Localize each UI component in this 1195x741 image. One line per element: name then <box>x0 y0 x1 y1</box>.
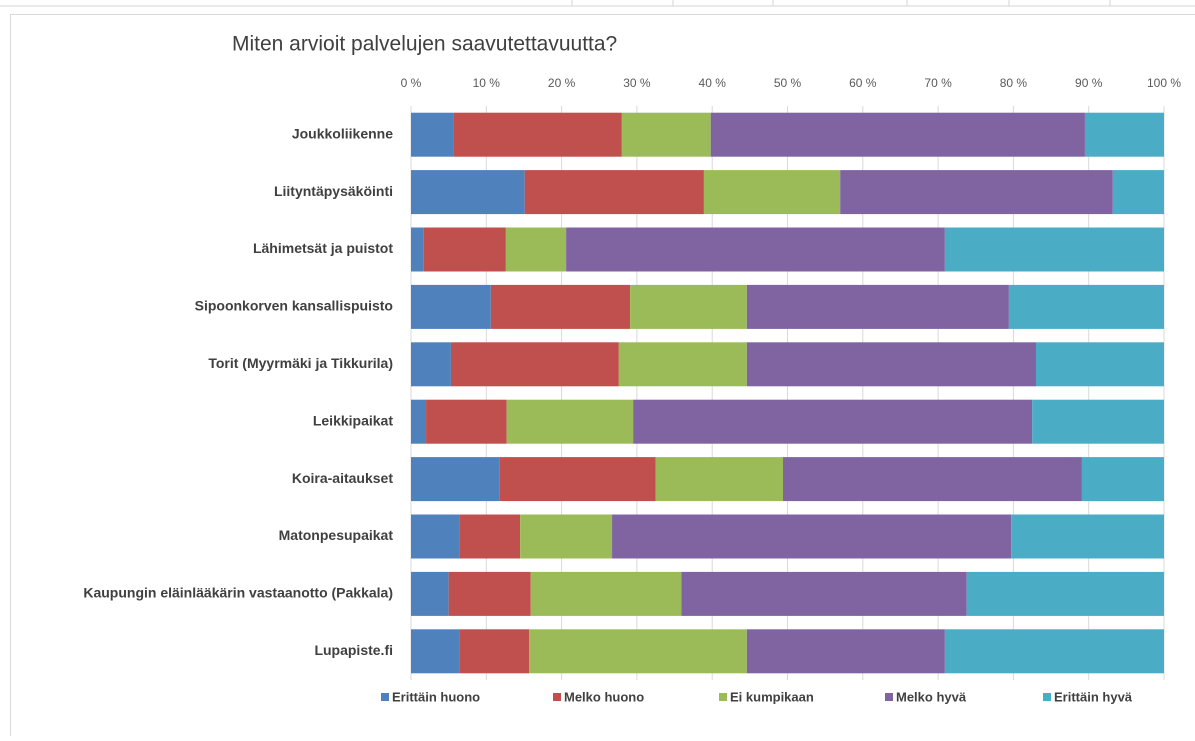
bar-segment <box>449 572 531 616</box>
bar-segment <box>622 113 711 157</box>
bar-segment <box>1009 285 1164 329</box>
bar-segment <box>411 113 454 157</box>
category-label: Koira-aitaukset <box>292 470 393 486</box>
category-label: Leikkipaikat <box>313 412 393 428</box>
bar-segment <box>783 457 1082 501</box>
bar-segment <box>656 457 783 501</box>
x-tick-label: 0 % <box>401 76 422 90</box>
bar-segment <box>426 400 507 444</box>
x-tick-label: 50 % <box>774 76 802 90</box>
legend-swatch <box>381 693 389 701</box>
bar-segment <box>411 515 459 559</box>
bar-segment <box>967 572 1164 616</box>
bar-segment <box>619 342 747 386</box>
bar-segment <box>681 572 966 616</box>
x-tick-label: 70 % <box>924 76 952 90</box>
bar-segment <box>531 572 682 616</box>
category-label: Joukkoliikenne <box>292 125 393 141</box>
x-tick-label: 60 % <box>849 76 877 90</box>
bar-segment <box>566 228 945 272</box>
bar-segment <box>1113 170 1164 214</box>
bar-segment <box>459 629 529 673</box>
legend-swatch <box>719 693 727 701</box>
bar-segment <box>454 113 622 157</box>
bar-segment <box>500 457 656 501</box>
category-label: Sipoonkorven kansallispuisto <box>195 298 393 314</box>
bar-segment <box>411 228 424 272</box>
bar-segment <box>411 457 500 501</box>
bar-segment <box>747 629 945 673</box>
bar-segment <box>529 629 747 673</box>
x-tick-label: 90 % <box>1075 76 1103 90</box>
bar-segment <box>1032 400 1164 444</box>
bar-segment <box>411 170 525 214</box>
legend-label: Erittäin hyvä <box>1054 689 1133 704</box>
bar-segment <box>630 285 747 329</box>
legend-label: Melko huono <box>564 689 644 704</box>
bar-segment <box>945 629 1164 673</box>
bar-segment <box>612 515 1011 559</box>
bar-segment <box>507 400 634 444</box>
bar-segment <box>1036 342 1164 386</box>
legend-label: Erittäin huono <box>392 689 480 704</box>
bar-segment <box>840 170 1113 214</box>
bar-segment <box>1085 113 1164 157</box>
bar-segment <box>411 285 491 329</box>
bar-segment <box>424 228 506 272</box>
x-tick-label: 80 % <box>1000 76 1028 90</box>
bar-segment <box>506 228 566 272</box>
category-label: Lupapiste.fi <box>314 642 393 658</box>
legend-swatch <box>1043 693 1051 701</box>
x-tick-label: 40 % <box>699 76 727 90</box>
legend-label: Melko hyvä <box>896 689 967 704</box>
bar-segment <box>491 285 630 329</box>
bar-segment <box>747 285 1009 329</box>
category-label: Matonpesupaikat <box>279 527 394 543</box>
bar-segment <box>411 342 451 386</box>
bar-segment <box>704 170 840 214</box>
category-label: Torit (Myyrmäki ja Tikkurila) <box>208 355 393 371</box>
bar-segment <box>451 342 619 386</box>
bar-segment <box>520 515 612 559</box>
spreadsheet-background <box>0 0 1195 6</box>
category-label: Kaupungin eläinlääkärin vastaanotto (Pak… <box>83 585 393 601</box>
legend-swatch <box>885 693 893 701</box>
bar-segment <box>411 629 459 673</box>
bar-segment <box>459 515 520 559</box>
x-tick-label: 10 % <box>473 76 501 90</box>
bar-segment <box>525 170 704 214</box>
bar-segment <box>411 400 426 444</box>
chart-title: Miten arvioit palvelujen saavutettavuutt… <box>232 33 617 56</box>
bar-segment <box>711 113 1085 157</box>
bar-segment <box>945 228 1164 272</box>
bar-segment <box>411 572 449 616</box>
category-label: Liityntäpysäköinti <box>274 183 393 199</box>
x-tick-label: 30 % <box>623 76 651 90</box>
bar-segment <box>747 342 1036 386</box>
x-tick-label: 20 % <box>548 76 576 90</box>
bar-segment <box>633 400 1032 444</box>
bar-segment <box>1011 515 1164 559</box>
bar-segment <box>1082 457 1164 501</box>
category-label: Lähimetsät ja puistot <box>253 240 393 256</box>
legend-swatch <box>553 693 561 701</box>
x-tick-label: 100 % <box>1147 76 1181 90</box>
legend-label: Ei kumpikaan <box>730 689 814 704</box>
